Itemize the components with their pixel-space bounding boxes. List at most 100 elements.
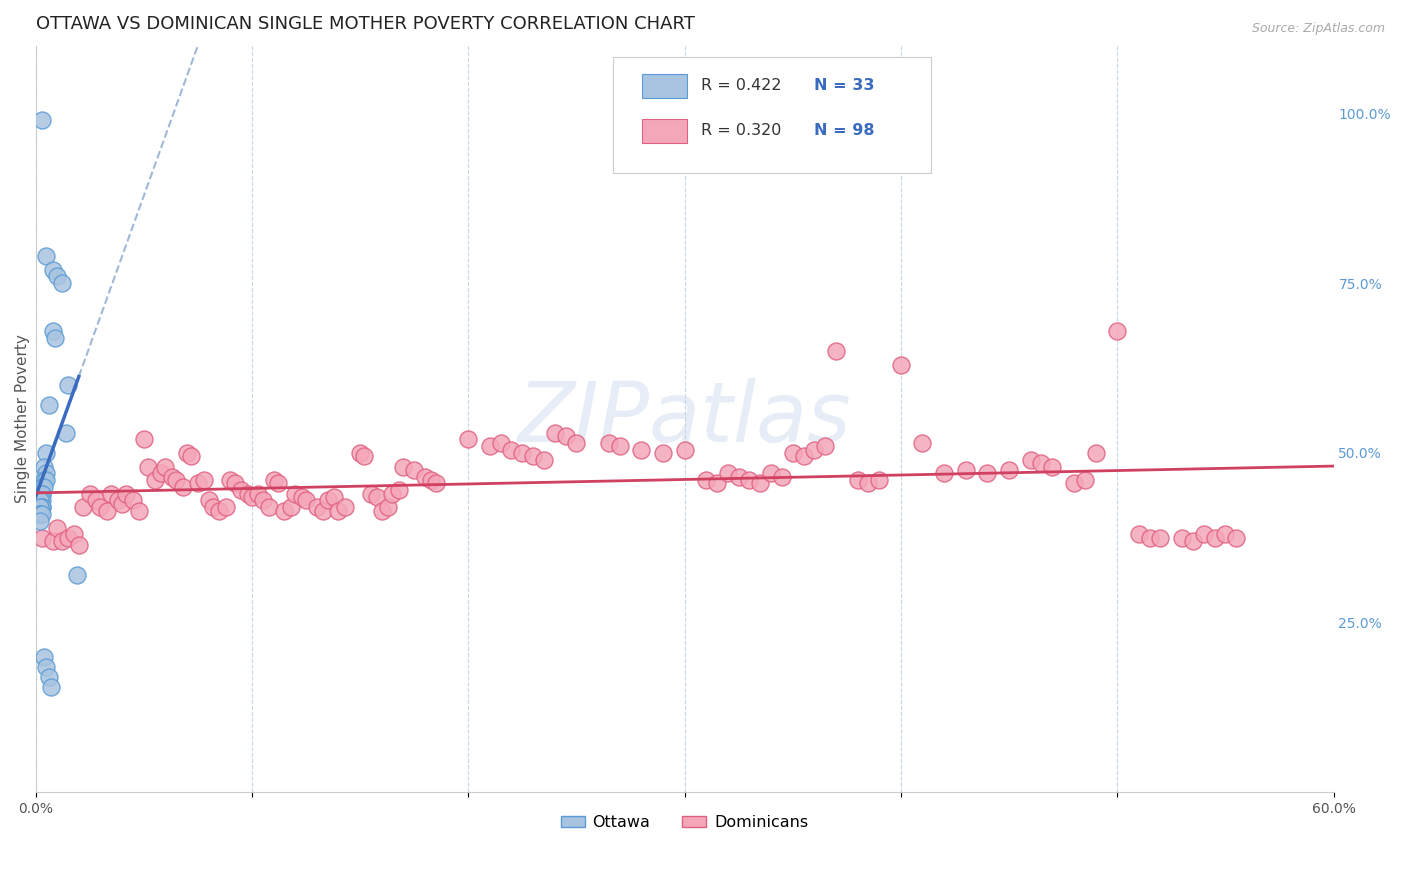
Point — [932, 467, 955, 481]
Point — [257, 500, 280, 515]
Point — [425, 476, 447, 491]
Point — [651, 446, 673, 460]
Point — [717, 467, 740, 481]
Point — [35, 467, 58, 481]
Point — [420, 473, 443, 487]
Point — [240, 490, 263, 504]
Point — [998, 463, 1021, 477]
Point — [39, 680, 62, 694]
Point — [825, 344, 848, 359]
Point — [31, 531, 53, 545]
Point — [868, 473, 890, 487]
Point — [489, 435, 512, 450]
Point — [72, 500, 94, 515]
Point — [79, 486, 101, 500]
Point — [360, 486, 382, 500]
Point — [172, 480, 194, 494]
Point — [349, 446, 371, 460]
Point — [478, 439, 501, 453]
Point — [176, 446, 198, 460]
Point — [44, 330, 66, 344]
Point — [31, 500, 53, 515]
Point — [312, 503, 335, 517]
Point — [128, 503, 150, 517]
Point — [522, 450, 544, 464]
Point — [56, 531, 79, 545]
Point — [770, 469, 793, 483]
Point — [370, 503, 392, 517]
Point — [1040, 459, 1063, 474]
Point — [273, 503, 295, 517]
Text: Source: ZipAtlas.com: Source: ZipAtlas.com — [1251, 22, 1385, 36]
Point — [413, 469, 436, 483]
Point — [792, 450, 814, 464]
Point — [31, 486, 53, 500]
Point — [280, 500, 302, 515]
Point — [976, 467, 998, 481]
Point — [738, 473, 761, 487]
Point — [31, 507, 53, 521]
Point — [1204, 531, 1226, 545]
Point — [197, 493, 219, 508]
Point — [32, 649, 55, 664]
Point — [132, 433, 155, 447]
Point — [1063, 476, 1085, 491]
Point — [201, 500, 224, 515]
Point — [215, 500, 238, 515]
Point — [31, 493, 53, 508]
Point — [284, 486, 307, 500]
Point — [56, 378, 79, 392]
Point — [155, 459, 177, 474]
Point — [55, 425, 77, 440]
Point — [66, 568, 89, 582]
Text: N = 33: N = 33 — [814, 78, 875, 94]
Point — [32, 459, 55, 474]
Point — [955, 463, 977, 477]
Point — [1215, 527, 1237, 541]
Point — [160, 469, 183, 483]
Point — [911, 435, 934, 450]
Point — [727, 469, 749, 483]
Point — [42, 534, 65, 549]
Point — [150, 467, 173, 481]
Point — [366, 490, 388, 504]
Point — [38, 670, 60, 684]
Bar — [641, 119, 688, 143]
Point — [31, 500, 53, 515]
Point — [1149, 531, 1171, 545]
Point — [1171, 531, 1194, 545]
Point — [28, 500, 51, 515]
Point — [392, 459, 415, 474]
Point — [814, 439, 837, 453]
Point — [35, 446, 58, 460]
Text: ZIPatlas: ZIPatlas — [517, 378, 852, 459]
Point — [224, 476, 246, 491]
Point — [1181, 534, 1204, 549]
Point — [457, 433, 479, 447]
Point — [305, 500, 328, 515]
Point — [1019, 452, 1042, 467]
Point — [759, 467, 782, 481]
Point — [28, 507, 51, 521]
Point — [115, 486, 138, 500]
Text: OTTAWA VS DOMINICAN SINGLE MOTHER POVERTY CORRELATION CHART: OTTAWA VS DOMINICAN SINGLE MOTHER POVERT… — [35, 15, 695, 33]
Point — [267, 476, 290, 491]
Point — [782, 446, 804, 460]
Point — [38, 398, 60, 412]
Point — [252, 493, 274, 508]
Point — [1107, 324, 1129, 338]
Point — [316, 493, 339, 508]
Point — [208, 503, 231, 517]
Point — [846, 473, 869, 487]
Point — [96, 503, 118, 517]
Point — [63, 527, 86, 541]
Point — [263, 473, 285, 487]
Point — [51, 534, 73, 549]
Point — [323, 490, 346, 504]
Text: R = 0.422: R = 0.422 — [702, 78, 782, 94]
Point — [609, 439, 631, 453]
Point — [31, 113, 53, 128]
Point — [35, 473, 58, 487]
Point — [42, 324, 65, 338]
Point — [42, 262, 65, 277]
